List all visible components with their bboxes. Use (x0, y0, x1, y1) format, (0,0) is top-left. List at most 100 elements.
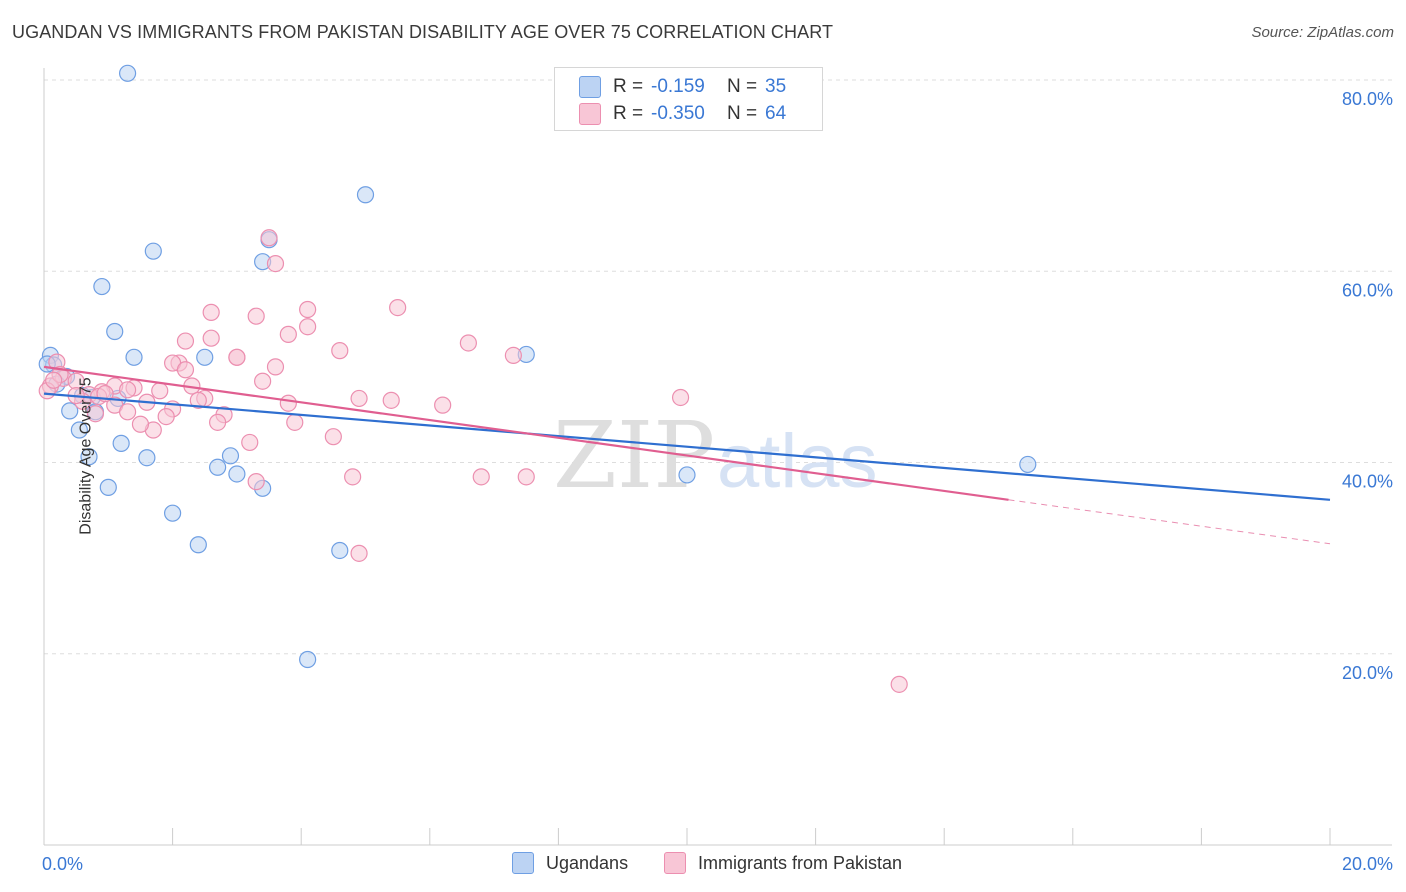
grid-layer (44, 79, 1392, 655)
pakistan-point (247, 473, 265, 491)
ugandans-point (106, 322, 124, 341)
pakistan-point (86, 405, 105, 423)
pakistan-point (228, 348, 246, 366)
legend-n-value: 64 (765, 103, 787, 124)
pakistan-point (266, 358, 285, 376)
pakistan-point (157, 408, 175, 426)
legend-n-label: N = (727, 103, 758, 124)
legend-r-label: R = (613, 103, 644, 124)
series-legend: Ugandans Immigrants from Pakistan (0, 852, 1406, 876)
legend-row-ugandans: R = -0.159 N = 35 (579, 75, 786, 99)
legend-r-label: R = (613, 76, 644, 97)
pakistan-point (131, 415, 150, 433)
ugandans-point (356, 186, 375, 204)
pakistan-point (254, 372, 272, 390)
pakistan-point (266, 255, 285, 273)
series-legend-label: Immigrants from Pakistan (698, 852, 903, 873)
ugandans-point (221, 447, 240, 465)
ugandans-point (1019, 455, 1037, 474)
ugandans-point (144, 242, 162, 260)
ugandans-point (331, 541, 349, 560)
chart-title: UGANDAN VS IMMIGRANTS FROM PAKISTAN DISA… (12, 22, 834, 42)
pakistan-point (176, 332, 195, 350)
source-label: Source: ZipAtlas.com (1251, 24, 1394, 41)
trend-layer (43, 365, 1331, 545)
ugandans-point (80, 448, 98, 466)
pakistan-point (176, 361, 195, 379)
pakistan-point (260, 229, 278, 247)
legend-swatch-ugandans (579, 76, 601, 98)
pakistan-point (472, 468, 490, 486)
pakistan-point (209, 413, 227, 431)
pakistan-point (299, 318, 317, 336)
pakistan-point (344, 468, 362, 486)
tick-label-layer: 20.0% 40.0% 60.0% 80.0% 0.0% 20.0% (42, 89, 1393, 874)
series-legend-ugandans[interactable]: Ugandans (512, 852, 628, 874)
y-tick-label: 20.0% (1342, 663, 1393, 683)
pakistan-trend-extension (1008, 499, 1331, 545)
pakistan-point (389, 298, 407, 317)
series-swatch-ugandans (512, 852, 534, 874)
legend-row-pakistan: R = -0.350 N = 64 (579, 102, 786, 126)
ugandans-point (125, 348, 143, 366)
pakistan-point (890, 675, 908, 693)
pakistan-point (118, 381, 137, 399)
pakistan-point (279, 394, 297, 412)
watermark-atlas: atlas (717, 419, 878, 504)
legend-r-value: -0.350 (651, 103, 705, 124)
pakistan-point (45, 371, 63, 389)
series-legend-pakistan[interactable]: Immigrants from Pakistan (664, 852, 902, 874)
pakistan-trend-line (43, 365, 1009, 501)
pakistan-point (350, 389, 368, 408)
ugandans-trend-line (43, 392, 1331, 501)
ugandans-point (93, 277, 111, 296)
legend-swatch-pakistan (579, 103, 601, 125)
legend-n-label: N = (727, 76, 758, 97)
points-layer (38, 64, 1037, 693)
ugandans-point (138, 449, 156, 467)
pakistan-point (247, 307, 265, 325)
pakistan-point (189, 391, 207, 409)
ugandans-point (299, 650, 317, 669)
ugandans-point (61, 402, 79, 420)
pakistan-point (324, 428, 342, 446)
pakistan-point (671, 388, 690, 407)
ugandans-point (118, 64, 137, 82)
legend-r-value: -0.159 (651, 76, 705, 97)
pakistan-point (504, 346, 522, 364)
pakistan-point (151, 382, 169, 400)
pakistan-point (286, 413, 304, 431)
ugandans-point (228, 465, 246, 483)
pakistan-point (517, 468, 535, 486)
x-tick-label: 0.0% (42, 854, 83, 874)
ugandans-point (209, 458, 227, 476)
y-axis-label: Disability Age Over 75 (77, 377, 95, 535)
series-swatch-pakistan (664, 852, 686, 874)
ugandans-point (189, 536, 207, 554)
ugandans-point (678, 466, 696, 484)
pakistan-point (382, 391, 400, 409)
axis-layer (43, 68, 1392, 846)
series-legend-label: Ugandans (546, 852, 629, 873)
pakistan-point (241, 433, 259, 452)
pakistan-point (202, 303, 220, 321)
legend-n-value: 35 (765, 76, 787, 97)
ugandans-point (99, 478, 117, 496)
y-tick-label: 80.0% (1342, 89, 1393, 109)
pakistan-point (331, 342, 349, 360)
ugandans-point (112, 434, 130, 452)
watermark: ZIP atlas (553, 402, 878, 509)
pakistan-point (279, 325, 297, 343)
pakistan-point (118, 403, 137, 421)
ugandans-point (70, 421, 88, 439)
correlation-legend: R = -0.159 N = 35 R = -0.350 N = 64 (554, 67, 823, 131)
pakistan-point (459, 334, 477, 352)
pakistan-point (350, 544, 368, 562)
x-tick-label: 20.0% (1342, 854, 1393, 874)
ugandans-point (196, 348, 214, 366)
ugandans-point (164, 504, 182, 522)
pakistan-point (299, 300, 317, 319)
y-tick-label: 40.0% (1342, 472, 1393, 492)
y-tick-label: 60.0% (1342, 280, 1393, 300)
